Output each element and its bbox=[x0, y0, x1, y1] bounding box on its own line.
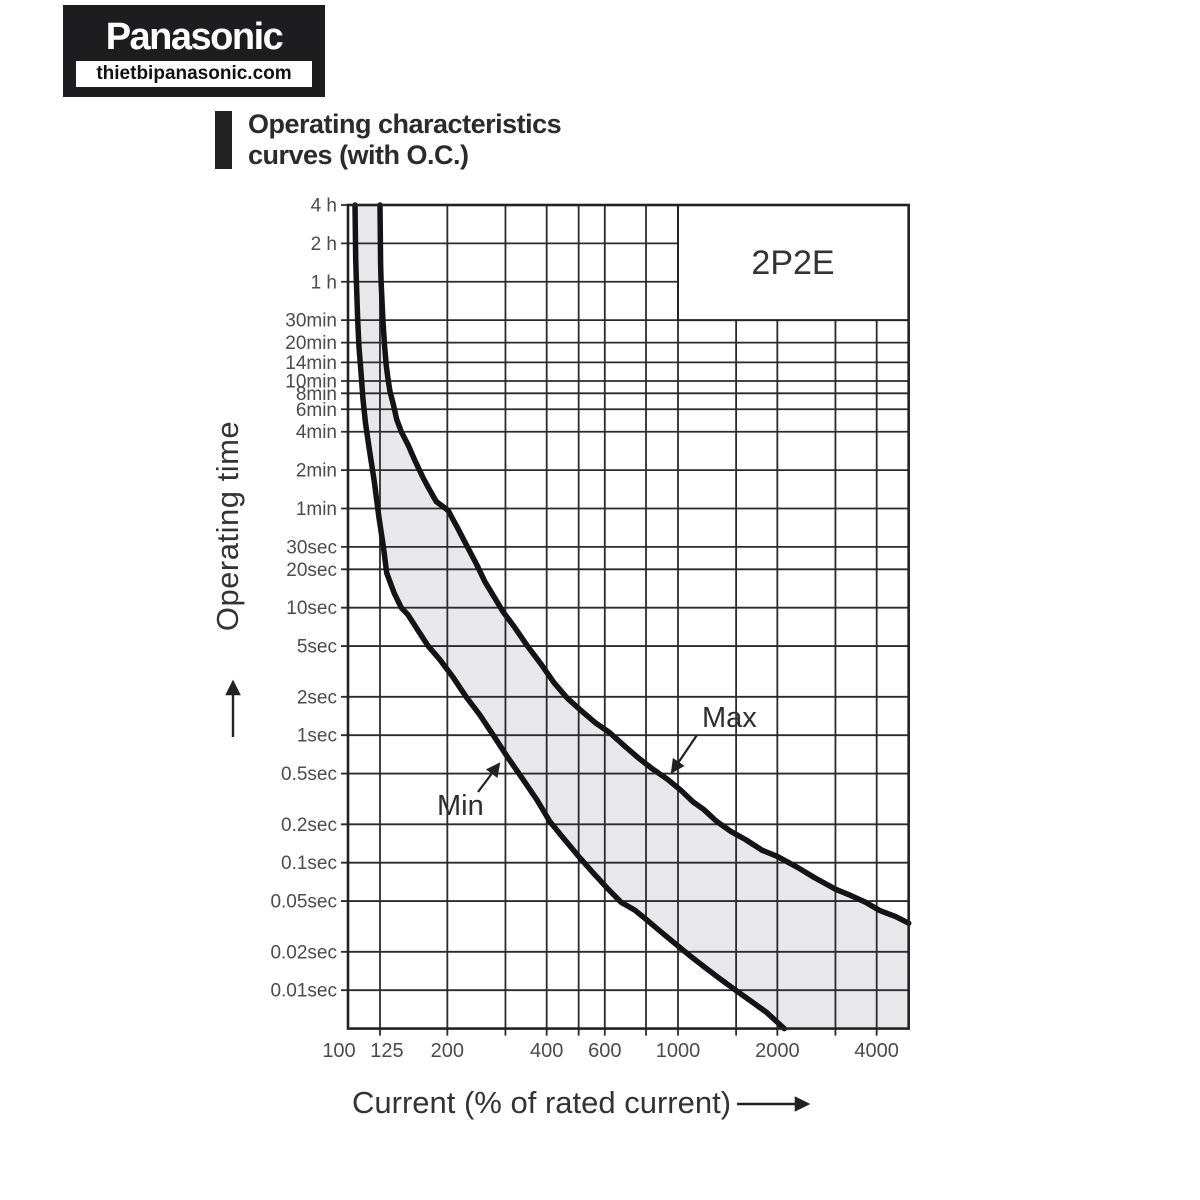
y-tick-label: 14min bbox=[285, 353, 337, 374]
y-tick-label: 2 h bbox=[311, 234, 337, 255]
y-tick-label: 1min bbox=[296, 499, 337, 520]
min-curve-label: Min bbox=[437, 790, 484, 822]
x-tick-label: 125 bbox=[370, 1040, 403, 1062]
frame-rect bbox=[346, 203, 910, 1030]
y-tick-labels: 4 h 2 h 1 h 30min20min14min10min8min6min4mi… bbox=[270, 196, 337, 1002]
min-arrow bbox=[477, 762, 501, 793]
brand-name: Panasonic bbox=[105, 16, 284, 58]
tolerance-band bbox=[355, 205, 909, 1029]
y-tick-label: 5sec bbox=[297, 637, 337, 658]
y-tick-label: 0.2sec bbox=[281, 815, 337, 836]
y-tick-label: 4 h bbox=[311, 196, 337, 217]
x-tick-label: 1000 bbox=[656, 1040, 701, 1062]
y-tick-label: 10min bbox=[285, 371, 337, 392]
page-title-line2: curves (with O.C.) bbox=[248, 140, 469, 171]
panasonic-logo: Panasonic thietbipanasonic.com bbox=[63, 5, 325, 97]
x-tick-label: 100 bbox=[322, 1040, 355, 1062]
website-text: thietbipanasonic.com bbox=[96, 63, 292, 84]
y-tick-label: 0.05sec bbox=[270, 892, 337, 913]
x-tick-label: 2000 bbox=[755, 1040, 800, 1062]
y-tick-label: 30min bbox=[285, 311, 337, 332]
website-box: thietbipanasonic.com bbox=[76, 61, 312, 87]
y-tick-label: 0.01sec bbox=[270, 981, 337, 1002]
max-curve bbox=[377, 202, 912, 926]
model-label-box bbox=[677, 204, 910, 322]
y-tick-label: 10sec bbox=[286, 598, 337, 619]
y-tick-label: 2sec bbox=[297, 687, 337, 708]
y-tick-label: 1 h bbox=[311, 272, 337, 293]
x-tick-label: 200 bbox=[431, 1040, 464, 1062]
y-tick-label: 1sec bbox=[297, 726, 337, 747]
plot-frame bbox=[346, 203, 910, 1030]
page-title-line1: Operating characteristics bbox=[248, 109, 562, 139]
y-tick-label: 30sec bbox=[286, 537, 337, 558]
y-tick-label: 0.02sec bbox=[270, 942, 337, 963]
x-tick-label: 600 bbox=[588, 1040, 621, 1062]
max-curve-label: Max bbox=[702, 702, 757, 734]
grid-lines bbox=[341, 204, 909, 1036]
y-tick-label: 0.1sec bbox=[281, 853, 337, 874]
y-tick-label: 20min bbox=[285, 333, 337, 354]
x-axis-title: Current (% of rated current) bbox=[352, 1085, 732, 1120]
x-tick-label: 4000 bbox=[854, 1040, 899, 1062]
y-tick-label: 6min bbox=[296, 400, 337, 421]
model-label: 2P2E bbox=[751, 244, 834, 282]
min-max-band bbox=[355, 205, 909, 1029]
min-curve bbox=[352, 202, 788, 1032]
x-tick-label: 400 bbox=[530, 1040, 563, 1062]
y-tick-label: 0.5sec bbox=[281, 764, 337, 785]
trip-curves bbox=[352, 202, 912, 1032]
page-title: Operating characteristics curves (with O… bbox=[248, 109, 562, 171]
x-tick-labels: 100 125 200 400 600 1000 2000 4000 bbox=[322, 1040, 899, 1062]
model-box bbox=[677, 204, 910, 322]
y-tick-label: 20sec bbox=[286, 560, 337, 581]
y-tick-label: 4min bbox=[296, 422, 337, 443]
y-tick-label: 8min bbox=[296, 384, 337, 405]
title-accent-bar bbox=[215, 111, 232, 169]
max-arrow bbox=[670, 734, 698, 774]
y-tick-label: 2min bbox=[296, 461, 337, 482]
